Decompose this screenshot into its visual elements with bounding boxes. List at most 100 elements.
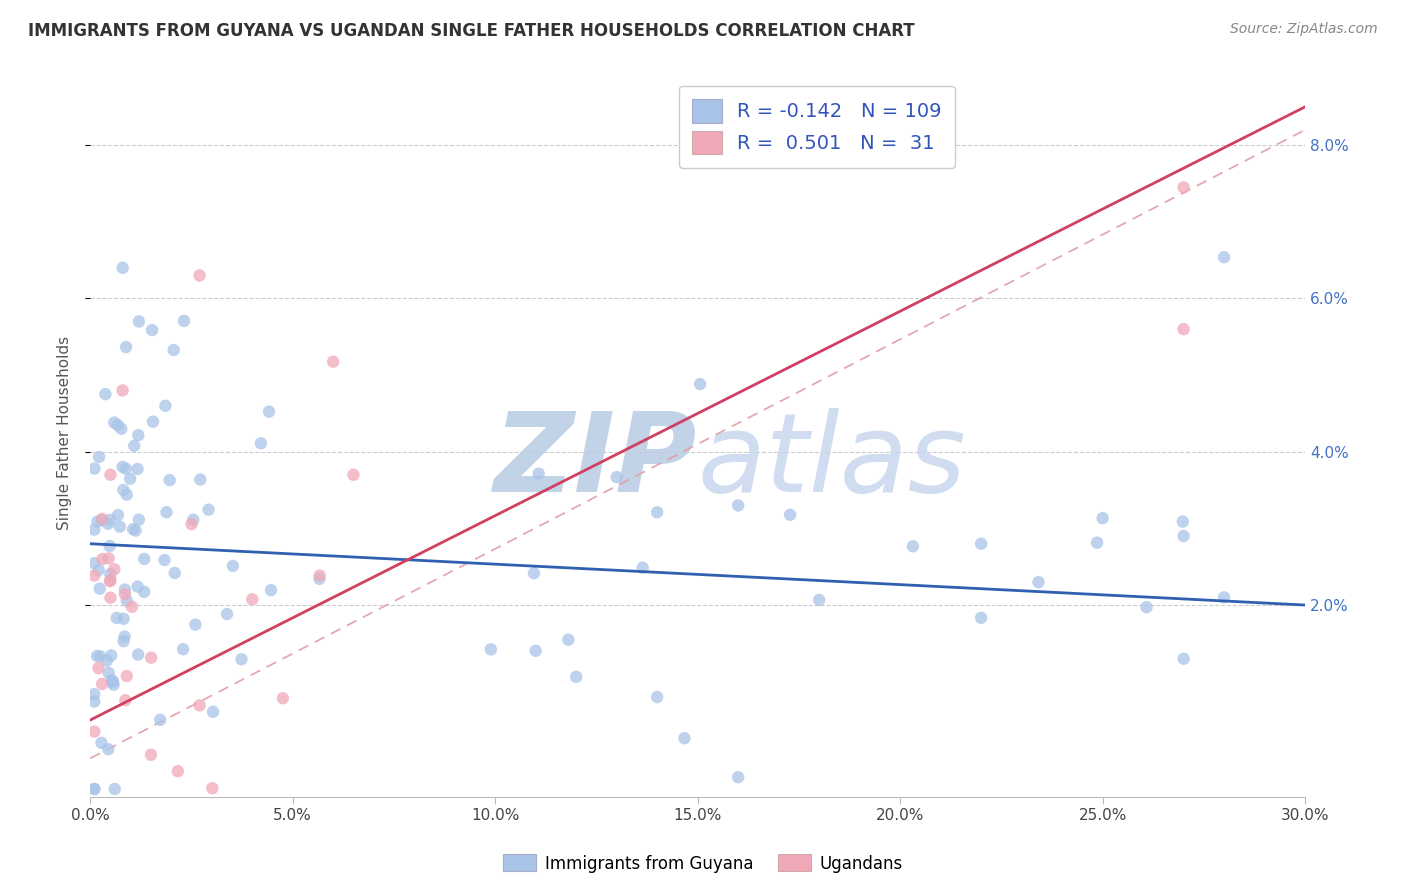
Point (271, 691, 294, 706)
Point (527, 467, 550, 481)
Point (1171, 515, 1194, 529)
Point (308, 572, 330, 586)
Point (128, 513, 150, 527)
Text: ZIP: ZIP (494, 409, 697, 516)
Point (1028, 575, 1050, 590)
Point (114, 582, 136, 597)
Point (127, 462, 149, 476)
Point (606, 470, 628, 484)
Point (173, 314, 195, 328)
Point (779, 508, 801, 522)
Point (689, 377, 711, 392)
Point (166, 764, 188, 779)
Point (115, 594, 138, 608)
Point (83, 523, 105, 537)
Point (342, 467, 364, 482)
Point (124, 524, 146, 538)
Point (322, 355, 344, 369)
Point (83, 724, 105, 739)
Point (122, 439, 145, 453)
Point (1213, 591, 1236, 605)
Point (115, 340, 138, 354)
Point (231, 652, 253, 666)
Point (105, 611, 128, 625)
Point (172, 642, 194, 657)
Point (100, 467, 122, 482)
Point (97, 665, 120, 680)
Point (142, 415, 165, 429)
Point (98, 567, 121, 582)
Point (90, 736, 112, 750)
Point (114, 630, 136, 644)
Point (645, 505, 668, 519)
Point (260, 583, 283, 598)
Point (107, 508, 129, 522)
Point (121, 599, 143, 614)
Point (91, 552, 114, 566)
Point (188, 698, 211, 713)
Point (141, 650, 163, 665)
Point (134, 552, 156, 566)
Point (107, 418, 129, 433)
Point (240, 592, 263, 607)
Point (128, 314, 150, 328)
Point (97, 516, 120, 531)
Point (115, 669, 138, 683)
Point (83, 694, 105, 708)
Point (202, 705, 225, 719)
Point (103, 562, 125, 576)
Point (111, 260, 134, 275)
Point (250, 436, 273, 450)
Point (149, 713, 172, 727)
Text: IMMIGRANTS FROM GUYANA VS UGANDAN SINGLE FATHER HOUSEHOLDS CORRELATION CHART: IMMIGRANTS FROM GUYANA VS UGANDAN SINGLE… (28, 22, 915, 40)
Point (86, 515, 108, 529)
Point (100, 648, 122, 663)
Point (155, 399, 177, 413)
Point (87, 563, 110, 577)
Point (631, 560, 654, 574)
Point (479, 642, 502, 657)
Point (101, 674, 124, 689)
Point (100, 591, 122, 605)
Point (970, 537, 993, 551)
Point (98, 574, 121, 589)
Point (163, 343, 186, 357)
Point (808, 593, 831, 607)
Point (87, 450, 110, 464)
Point (91, 513, 114, 527)
Point (83, 782, 105, 797)
Point (134, 585, 156, 599)
Point (103, 678, 125, 692)
Point (1085, 535, 1108, 549)
Point (181, 513, 204, 527)
Point (94, 387, 117, 401)
Point (97, 742, 120, 756)
Point (727, 499, 749, 513)
Point (565, 670, 588, 684)
Point (1091, 511, 1114, 525)
Point (1173, 322, 1195, 336)
Point (108, 519, 131, 533)
Point (127, 648, 149, 662)
Point (89, 582, 111, 596)
Y-axis label: Single Father Households: Single Father Households (58, 335, 72, 530)
Point (83, 687, 105, 701)
Point (89, 649, 111, 664)
Legend: R = -0.142   N = 109, R =  0.501   N =  31: R = -0.142 N = 109, R = 0.501 N = 31 (679, 86, 955, 168)
Point (308, 568, 330, 582)
Point (91, 512, 114, 526)
Point (91, 677, 114, 691)
Point (155, 505, 177, 519)
Point (87, 661, 110, 675)
Point (83, 461, 105, 475)
Point (188, 268, 211, 283)
Point (222, 558, 245, 573)
Point (98, 539, 121, 553)
Point (1135, 600, 1157, 615)
Legend: Immigrants from Guyana, Ugandans: Immigrants from Guyana, Ugandans (496, 847, 910, 880)
Point (101, 675, 124, 690)
Point (83, 782, 105, 797)
Point (110, 422, 132, 436)
Point (115, 488, 138, 502)
Point (523, 566, 546, 581)
